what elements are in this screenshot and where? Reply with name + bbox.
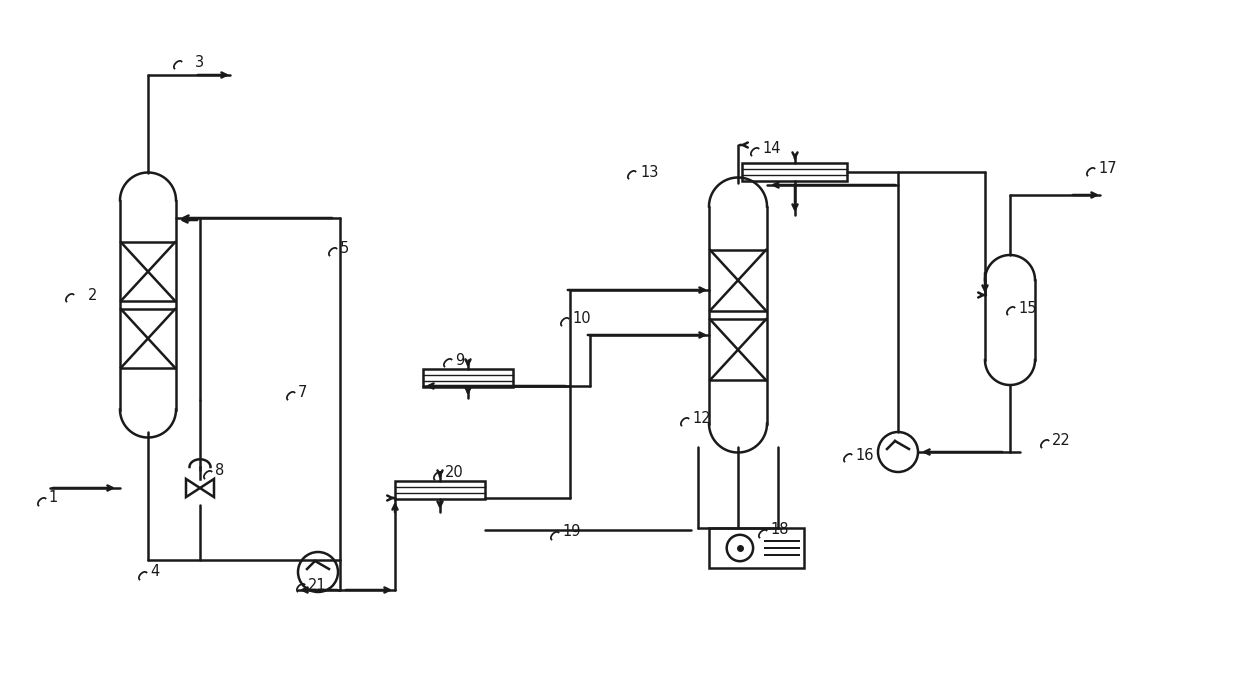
Text: 19: 19 — [562, 524, 580, 539]
Text: 21: 21 — [308, 577, 326, 593]
Text: 17: 17 — [1097, 161, 1117, 176]
Text: 14: 14 — [763, 141, 780, 156]
Text: 2: 2 — [88, 287, 98, 302]
Text: 3: 3 — [195, 54, 205, 70]
Text: 1: 1 — [48, 491, 57, 506]
Text: 8: 8 — [215, 462, 224, 477]
Text: 9: 9 — [455, 353, 464, 367]
Text: 15: 15 — [1018, 300, 1037, 316]
Bar — [423, 369, 513, 387]
Text: 12: 12 — [692, 411, 711, 426]
Text: 4: 4 — [150, 564, 159, 579]
Text: 7: 7 — [298, 384, 308, 400]
Text: 5: 5 — [340, 240, 350, 256]
Text: 10: 10 — [572, 311, 590, 325]
Text: 20: 20 — [445, 464, 464, 480]
Text: 13: 13 — [640, 165, 658, 180]
Bar — [396, 481, 485, 499]
Bar — [743, 163, 847, 181]
Text: 22: 22 — [1052, 433, 1071, 447]
Text: 18: 18 — [770, 522, 789, 537]
Bar — [709, 528, 805, 568]
Text: 16: 16 — [856, 447, 873, 462]
